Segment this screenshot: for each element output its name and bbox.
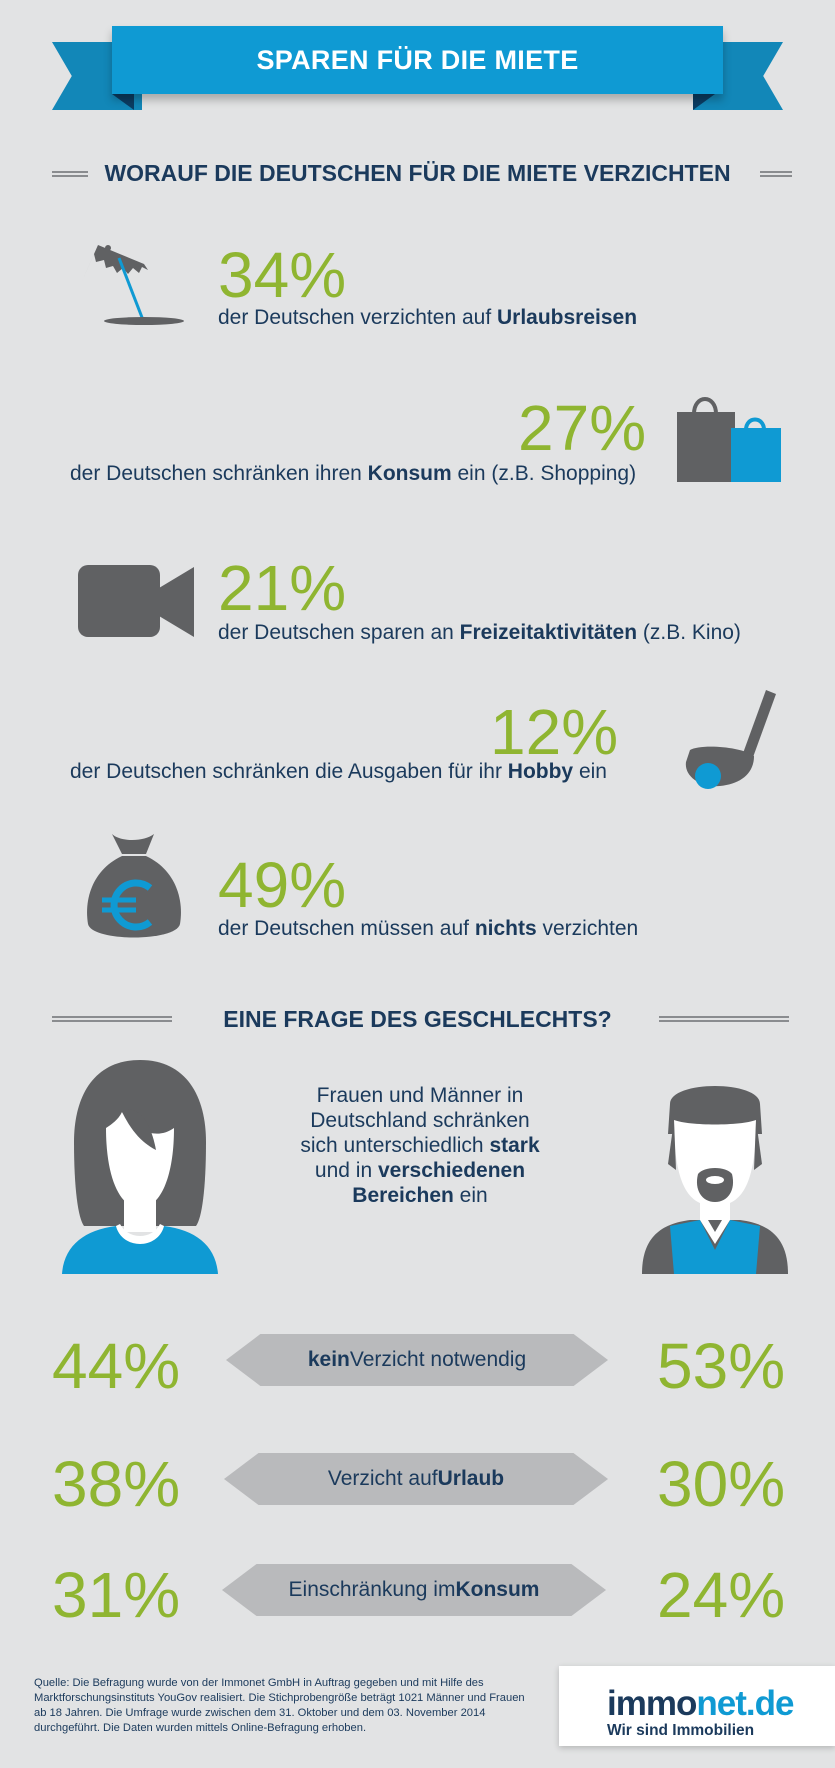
logo-tagline: Wir sind Immobilien [607,1722,755,1739]
percent-hobby: 12% [490,696,619,768]
golf-club-icon [685,690,776,789]
percent-nichts: 49% [218,849,347,921]
heading-rule-right-2 [659,1016,789,1022]
woman-avatar-icon [62,1060,218,1274]
text-konsum: der Deutschen schränken ihren Konsum ein… [70,462,637,485]
women-percent-urlaub: 38% [52,1448,181,1520]
section-heading-verzicht: WORAUF DIE DEUTSCHEN FÜR DIE MIETE VERZI… [104,160,731,186]
beach-umbrella-icon [79,245,184,325]
immonet-logo: immonet.de Wir sind Immobilien [559,1666,835,1746]
men-percent-urlaub: 30% [657,1448,786,1520]
heading-rule-right [760,171,792,177]
title-banner: SPAREN FÜR DIE MIETE [112,26,723,94]
page-title: SPAREN FÜR DIE MIETE [256,44,579,75]
gender-intro-text: Frauen und Männer in Deutschland schränk… [300,1084,540,1207]
men-percent-konsum: 24% [657,1559,786,1631]
money-bag-euro-icon [87,834,181,938]
man-avatar-icon [642,1086,788,1274]
text-freizeit: der Deutschen sparen an Freizeitaktivitä… [218,621,741,644]
women-percent-konsum: 31% [52,1559,181,1631]
percent-freizeit: 21% [218,552,347,624]
shopping-bags-icon [677,397,781,482]
label-einschraenkung-konsum: Einschränkung im Konsum [222,1564,606,1616]
percent-urlaubsreisen: 34% [218,239,347,311]
label-verzicht-urlaub: Verzicht auf Urlaub [224,1453,608,1505]
heading-rule-left-2 [52,1016,172,1022]
text-urlaubsreisen: der Deutschen verzichten auf Urlaubsreis… [218,306,638,329]
source-note: Quelle: Die Befragung wurde von der Immo… [34,1677,525,1734]
women-percent-kein: 44% [52,1330,181,1402]
text-hobby: der Deutschen schränken die Ausgaben für… [70,760,607,783]
label-kein-verzicht: kein Verzicht notwendig [226,1334,608,1386]
video-camera-icon [78,565,194,637]
men-percent-kein: 53% [657,1330,786,1402]
percent-konsum: 27% [518,392,647,464]
section-heading-geschlecht: EINE FRAGE DES GESCHLECHTS? [223,1006,612,1032]
heading-rule-left [52,171,88,177]
text-nichts: der Deutschen müssen auf nichts verzicht… [218,917,639,940]
